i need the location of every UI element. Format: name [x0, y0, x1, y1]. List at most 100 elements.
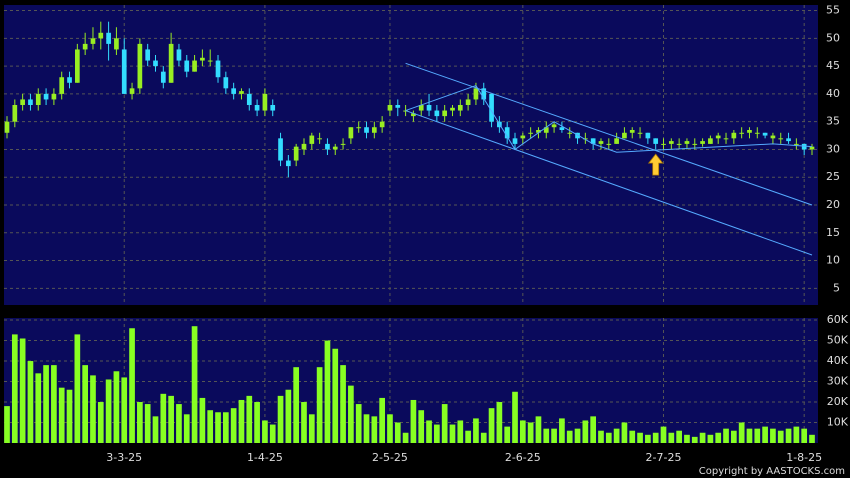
candle-body [200, 57, 205, 61]
candle-body [278, 138, 283, 161]
candle-body [473, 88, 479, 100]
volume-bar [230, 408, 237, 443]
x-tick-label: 2-5-25 [372, 451, 408, 464]
candle-body [332, 146, 338, 150]
candle-body [543, 127, 549, 133]
y-tick-label: 35 [826, 115, 840, 128]
volume-bar [660, 426, 667, 443]
candle-body [450, 107, 455, 111]
volume-bar [254, 402, 260, 443]
volume-bar [613, 428, 620, 443]
volume-bar [308, 414, 315, 443]
volume-bar [699, 432, 706, 443]
volume-bar [504, 426, 511, 443]
volume-bar [676, 430, 682, 443]
volume-bar [269, 424, 276, 443]
volume-bar [262, 420, 268, 443]
volume-bar [394, 422, 401, 443]
volume-bar [551, 428, 557, 443]
volume-bar [332, 348, 339, 443]
volume-bar [238, 399, 245, 443]
volume-bar [801, 428, 808, 443]
volume-bar [527, 422, 534, 443]
candle-body [583, 138, 588, 140]
volume-bar [168, 395, 174, 443]
volume-bar [183, 414, 190, 443]
y-tick-label: 10K [827, 416, 849, 429]
candle-body [223, 77, 229, 89]
volume-bar [121, 377, 128, 443]
volume-bar [746, 428, 753, 443]
volume-bar [97, 402, 104, 443]
candle-body [74, 49, 80, 83]
x-tick-label: 3-3-25 [106, 451, 142, 464]
candle-body [559, 127, 565, 130]
candle-body [293, 146, 299, 161]
candle-body [145, 49, 151, 61]
y-tick-label: 30K [827, 375, 849, 388]
volume-bar [731, 430, 737, 443]
candle-body [731, 132, 737, 139]
candle-body [231, 88, 236, 94]
volume-bar [144, 404, 151, 443]
candle-body [778, 138, 784, 140]
volume-bar [668, 432, 675, 443]
trendline [405, 110, 813, 256]
x-tick-label: 1-8-25 [786, 451, 822, 464]
candle-body [340, 143, 346, 145]
annotation-arrow [647, 153, 664, 176]
volume-bar [785, 428, 792, 443]
volume-bar [222, 412, 229, 443]
volume-bar [105, 379, 112, 443]
volume-bar [691, 436, 698, 443]
candle-body [387, 105, 393, 111]
volume-bar [4, 406, 10, 443]
volume-bar [246, 395, 253, 443]
candle-body [153, 60, 158, 67]
candle-body [12, 105, 18, 122]
candle-body [536, 130, 541, 133]
volume-bar [582, 420, 589, 443]
volume-bar [465, 430, 471, 443]
candle-body [286, 160, 291, 167]
candle-body [653, 138, 659, 144]
candle-body [747, 130, 752, 133]
volume-bar [605, 432, 612, 443]
y-tick-label: 40K [827, 354, 849, 367]
candle-body [418, 105, 424, 111]
candle-body [598, 141, 604, 144]
candle-body [59, 77, 65, 94]
y-tick-label: 50 [826, 31, 840, 44]
volume-bar [715, 432, 722, 443]
volume-bar [316, 367, 323, 443]
candle-body [637, 132, 643, 134]
volume-bar [426, 420, 432, 443]
volume-bar [207, 410, 214, 443]
volume-bar [19, 338, 26, 443]
candle-body [301, 143, 307, 150]
candle-body [114, 38, 119, 50]
y-tick-label: 40 [826, 87, 840, 100]
volume-bar [371, 416, 378, 443]
volume-bar [512, 391, 518, 443]
x-tick-label: 1-4-25 [247, 451, 283, 464]
y-tick-label: 50K [827, 334, 849, 347]
candle-body [567, 132, 573, 134]
volume-bar [809, 434, 815, 443]
candle-body [176, 49, 182, 61]
volume-bar [637, 432, 643, 443]
candle-body [43, 93, 49, 100]
candle-body [35, 93, 41, 105]
candle-body [622, 132, 627, 139]
candle-body [645, 132, 651, 139]
candle-body [262, 93, 268, 111]
candle-body [192, 60, 197, 72]
volume-bar [543, 428, 550, 443]
candle-body [629, 130, 635, 133]
y-tick-label: 25 [826, 170, 840, 183]
candle-body [90, 38, 96, 44]
volume-bar [215, 412, 221, 443]
candle-body [708, 138, 713, 144]
volume-bar [434, 424, 440, 443]
candle-body [184, 60, 190, 72]
